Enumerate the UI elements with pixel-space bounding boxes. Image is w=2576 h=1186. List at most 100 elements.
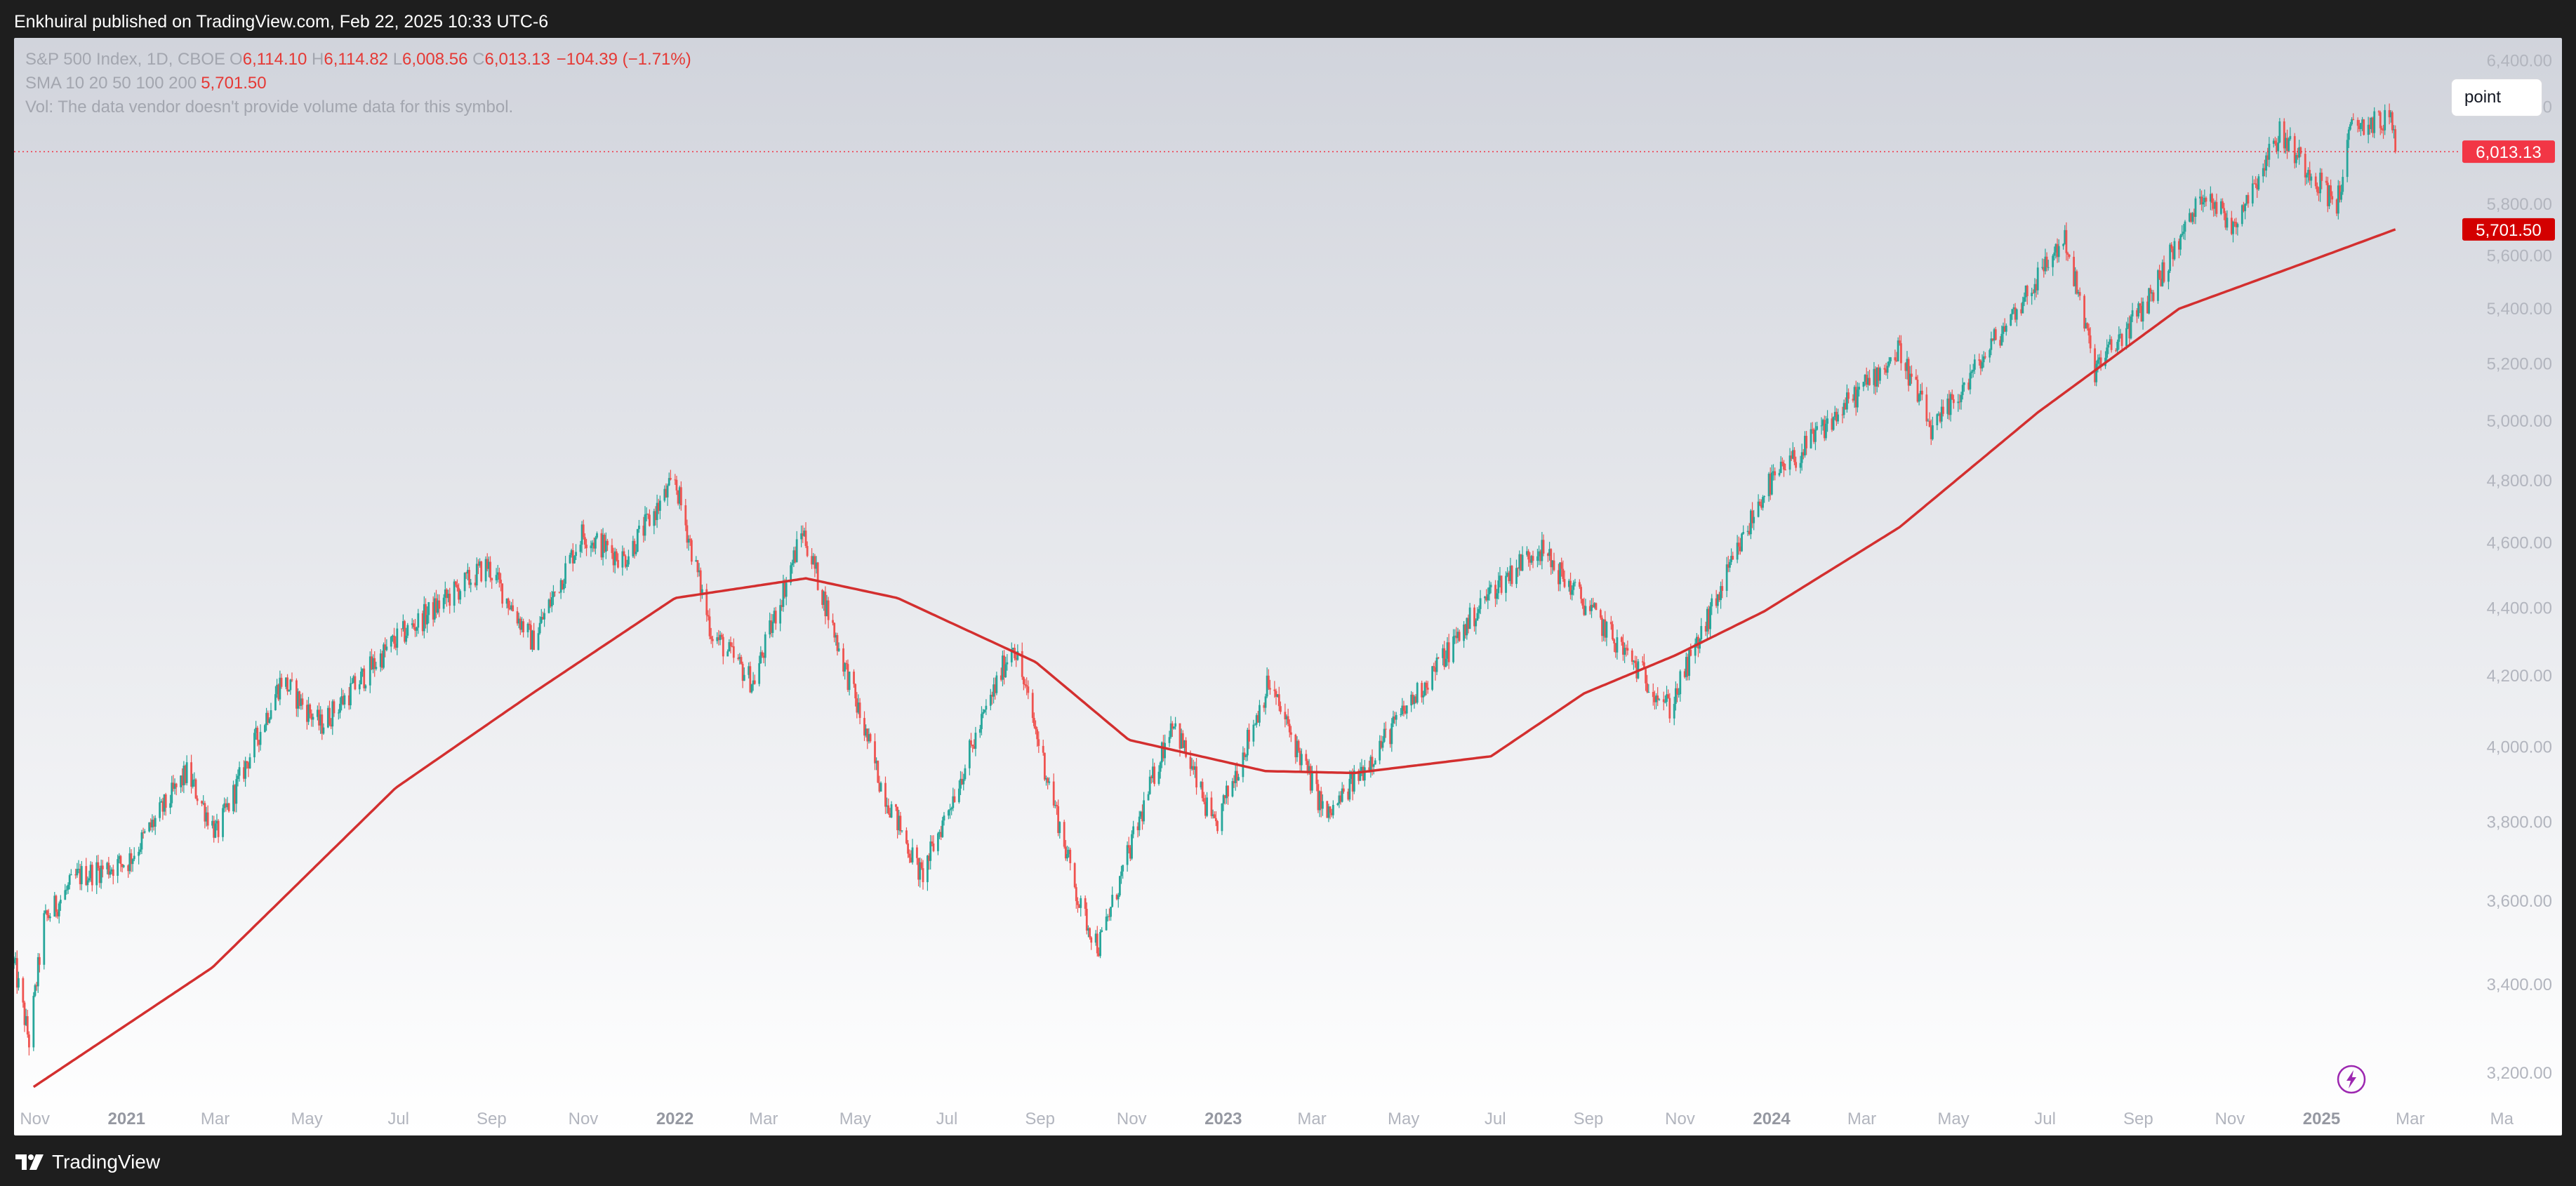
- candle-body: [1037, 739, 1040, 746]
- candle-body: [1455, 635, 1458, 639]
- candle-body: [1694, 643, 1697, 656]
- candle-body: [56, 912, 59, 917]
- candle-body: [1949, 394, 1952, 415]
- candle-body: [1652, 692, 1654, 698]
- sma-200-line[interactable]: [32, 228, 2396, 1088]
- candle-body: [2289, 135, 2292, 140]
- x-axis[interactable]: Nov 2021 Mar May Jul Sep Nov 2022 Mar May Jul Sep No…: [20, 1110, 2514, 1128]
- candle-body: [196, 798, 199, 801]
- candle-body: [500, 580, 502, 584]
- candle-body: [396, 628, 399, 648]
- candle-body: [1423, 682, 1426, 696]
- candle-body: [1152, 766, 1154, 778]
- candle-body: [508, 608, 511, 610]
- candle-body: [1667, 694, 1670, 698]
- candle-body: [678, 487, 681, 504]
- candle-body: [1940, 406, 1943, 422]
- price-chart[interactable]: 3,200.00 3,400.00 3,600.00 3,800.00 4,000.00…: [14, 38, 2562, 1135]
- candle-body: [1762, 497, 1764, 508]
- candle-body: [1031, 693, 1034, 719]
- candle-body: [1970, 371, 1973, 373]
- candle-body: [1488, 587, 1491, 594]
- candles[interactable]: [14, 103, 2397, 1055]
- candle-body: [737, 658, 740, 660]
- y-tick-label: 4,200.00: [2487, 667, 2552, 686]
- candle-body: [2191, 213, 2194, 222]
- candle-body: [238, 767, 241, 776]
- candle-body: [1583, 605, 1586, 615]
- candle-body: [392, 635, 394, 637]
- candle-body: [32, 996, 35, 1048]
- candle-body: [1658, 699, 1661, 700]
- candle-body: [529, 625, 532, 650]
- candle-body: [1915, 376, 1918, 380]
- candle-body: [296, 680, 298, 709]
- candle-body: [48, 917, 51, 919]
- candle-body: [330, 724, 333, 727]
- candle-body: [1994, 329, 1997, 340]
- candle-body: [352, 676, 355, 684]
- candle-body: [1957, 401, 1960, 404]
- candle-body: [623, 551, 625, 557]
- candle-body: [1381, 742, 1384, 748]
- candle-body: [425, 604, 427, 625]
- candle-body: [477, 564, 479, 566]
- candle-body: [2026, 286, 2029, 296]
- candle-body: [98, 867, 101, 884]
- candle-body: [550, 597, 553, 607]
- candle-body: [927, 855, 929, 883]
- candle-body: [131, 859, 134, 865]
- candle-body: [526, 623, 529, 632]
- candle-body: [55, 895, 58, 912]
- candle-body: [2370, 117, 2372, 129]
- candle-body: [1772, 471, 1774, 473]
- candle-body: [347, 695, 350, 705]
- candle-body: [205, 812, 208, 822]
- candle-body: [1823, 420, 1826, 439]
- tradingview-brand[interactable]: TradingView: [14, 1148, 160, 1176]
- candle-body: [774, 611, 777, 624]
- candle-body: [1720, 586, 1722, 601]
- chart-area[interactable]: 3,200.00 3,400.00 3,600.00 3,800.00 4,000.00…: [14, 38, 2562, 1135]
- candle-body: [1273, 689, 1276, 691]
- candle-body: [1547, 553, 1549, 557]
- candle-body: [916, 847, 918, 858]
- x-tick-label: May: [1388, 1110, 1419, 1128]
- candle-body: [898, 815, 901, 831]
- candle-body: [1835, 411, 1838, 422]
- x-tick-label: Mar: [2396, 1110, 2424, 1128]
- candle-body: [1066, 853, 1068, 859]
- candle-body: [2109, 339, 2111, 345]
- candle-body: [1252, 724, 1255, 742]
- candle-body: [1984, 356, 1986, 358]
- candle-body: [2224, 213, 2227, 228]
- candle-body: [1930, 427, 1932, 439]
- candle-body: [383, 644, 385, 668]
- candle-body: [512, 605, 514, 611]
- candle-body: [235, 779, 238, 804]
- candle-body: [2002, 326, 2005, 334]
- candle-body: [1235, 771, 1238, 781]
- candle-body: [769, 620, 771, 634]
- candle-body: [2373, 111, 2376, 133]
- candle-body: [1593, 603, 1596, 608]
- candle-body: [505, 598, 508, 604]
- lightning-icon[interactable]: [2336, 1064, 2367, 1095]
- candle-body: [2073, 256, 2075, 286]
- tradingview-logo-icon: [15, 1154, 44, 1170]
- candle-body: [1865, 375, 1868, 385]
- candle-body: [222, 808, 224, 837]
- candle-body: [248, 757, 251, 768]
- candle-body: [1967, 382, 1970, 389]
- candle-body: [1210, 797, 1213, 816]
- point-mode-button[interactable]: point: [2451, 79, 2542, 116]
- candle-body: [696, 560, 699, 573]
- candle-body: [1379, 740, 1381, 761]
- candle-body: [1223, 795, 1226, 799]
- candle-body: [148, 822, 151, 832]
- candle-body: [2297, 155, 2299, 158]
- candle-body: [2110, 339, 2113, 350]
- candle-body: [973, 746, 976, 749]
- candle-body: [122, 865, 125, 867]
- candle-body: [695, 560, 698, 562]
